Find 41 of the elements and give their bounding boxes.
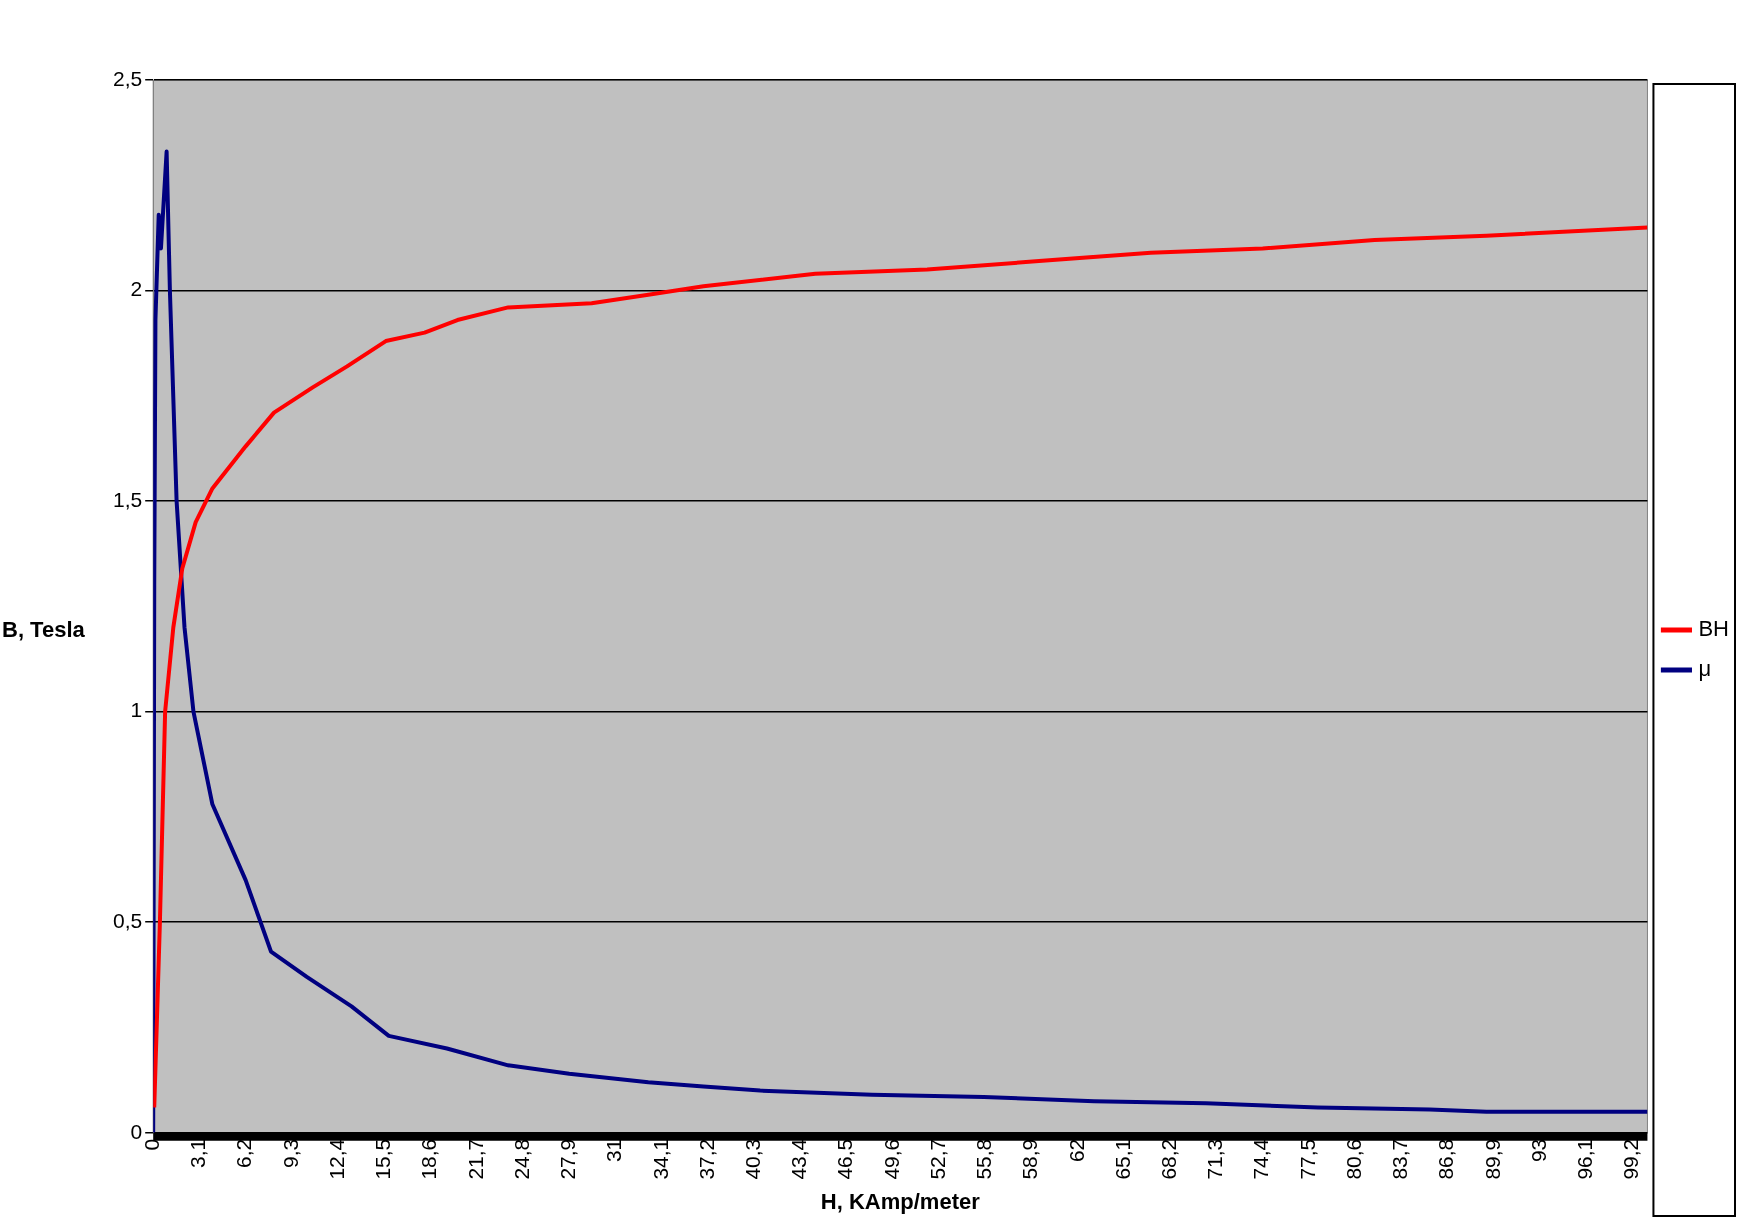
- y-tick-label: 1,5: [112, 487, 143, 511]
- legend-label: BH: [1698, 616, 1729, 642]
- x-tick-label: 9,3: [278, 1138, 302, 1168]
- x-tick-label: 55,8: [972, 1138, 996, 1180]
- x-tick-label: 62: [1064, 1138, 1088, 1163]
- y-tick-label: 0,5: [112, 908, 143, 932]
- x-axis-title: H, KAmp/meter: [820, 1188, 981, 1214]
- x-tick-label: 43,4: [787, 1138, 811, 1180]
- x-tick-label: 46,5: [833, 1138, 857, 1180]
- x-tick-label: 71,3: [1203, 1138, 1227, 1180]
- x-tick-label: 15,5: [371, 1138, 395, 1180]
- x-tick-label: 96,1: [1573, 1138, 1597, 1180]
- y-tick-label: 1: [130, 698, 143, 722]
- x-tick-label: 58,9: [1018, 1138, 1042, 1180]
- x-tick-label: 93: [1526, 1138, 1550, 1163]
- legend-label: μ: [1698, 656, 1712, 682]
- y-axis-title: B, Tesla: [2, 617, 86, 643]
- x-tick-label: 31: [602, 1138, 626, 1163]
- x-tick-label: 49,6: [879, 1138, 903, 1180]
- x-tick-label: 99,2: [1619, 1138, 1643, 1180]
- x-tick-label: 34,1: [648, 1138, 672, 1180]
- x-tick-label: 77,5: [1295, 1138, 1319, 1180]
- x-tick-label: 37,2: [694, 1138, 718, 1180]
- x-tick-label: 74,4: [1249, 1138, 1273, 1180]
- x-tick-label: 68,2: [1157, 1138, 1181, 1180]
- x-tick-label: 21,7: [463, 1138, 487, 1180]
- y-tick-label: 2,5: [112, 66, 143, 90]
- x-tick-label: 86,8: [1434, 1138, 1458, 1180]
- x-tick-label: 52,7: [925, 1138, 949, 1180]
- x-tick-label: 83,7: [1388, 1138, 1412, 1180]
- x-tick-label: 3,1: [186, 1138, 210, 1168]
- x-tick-label: 89,9: [1480, 1138, 1504, 1180]
- x-tick-label: 40,3: [740, 1138, 764, 1180]
- x-tick-label: 27,9: [556, 1138, 580, 1180]
- x-tick-label: 65,1: [1110, 1138, 1134, 1180]
- x-tick-label: 12,4: [324, 1138, 348, 1180]
- x-tick-label: 18,6: [417, 1138, 441, 1180]
- y-tick-label: 2: [130, 277, 143, 301]
- x-tick-label: 6,2: [232, 1138, 256, 1168]
- x-tick-label: 80,6: [1341, 1138, 1365, 1180]
- x-tick-label: 24,8: [509, 1138, 533, 1180]
